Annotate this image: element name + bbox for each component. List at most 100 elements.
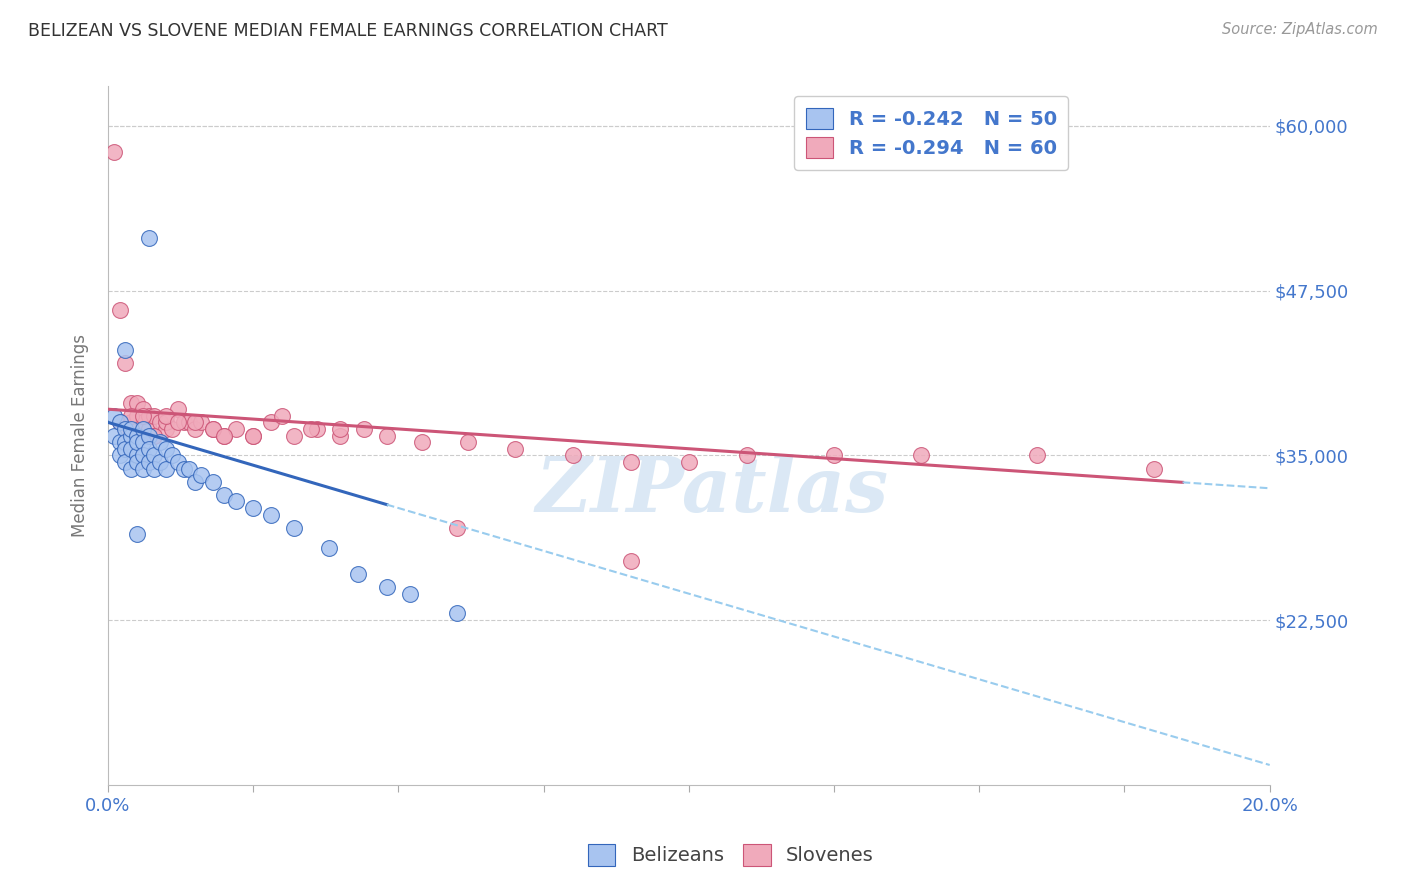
Point bbox=[155, 422, 177, 436]
Point bbox=[114, 442, 136, 456]
Point bbox=[143, 448, 166, 462]
Point bbox=[620, 455, 643, 469]
Point bbox=[114, 422, 136, 436]
Point bbox=[242, 428, 264, 442]
Point bbox=[346, 566, 368, 581]
Point bbox=[103, 409, 125, 423]
Point bbox=[120, 409, 142, 423]
Point bbox=[179, 416, 201, 430]
Point bbox=[120, 422, 142, 436]
Point bbox=[457, 435, 479, 450]
Point bbox=[120, 395, 142, 409]
Point bbox=[125, 455, 148, 469]
Point bbox=[138, 422, 160, 436]
Point bbox=[375, 428, 398, 442]
Point bbox=[155, 442, 177, 456]
Y-axis label: Median Female Earnings: Median Female Earnings bbox=[72, 334, 89, 537]
Point bbox=[120, 442, 142, 456]
Point bbox=[201, 422, 224, 436]
Point bbox=[138, 455, 160, 469]
Point bbox=[212, 428, 235, 442]
Point bbox=[179, 461, 201, 475]
Point bbox=[225, 494, 247, 508]
Point bbox=[1026, 448, 1049, 462]
Text: BELIZEAN VS SLOVENE MEDIAN FEMALE EARNINGS CORRELATION CHART: BELIZEAN VS SLOVENE MEDIAN FEMALE EARNIN… bbox=[28, 22, 668, 40]
Point bbox=[120, 461, 142, 475]
Point bbox=[125, 448, 148, 462]
Point bbox=[283, 521, 305, 535]
Point bbox=[120, 428, 142, 442]
Point bbox=[138, 442, 160, 456]
Point bbox=[143, 409, 166, 423]
Point bbox=[1142, 461, 1164, 475]
Point bbox=[259, 416, 281, 430]
Point bbox=[125, 428, 148, 442]
Point bbox=[138, 428, 160, 442]
Point bbox=[259, 508, 281, 522]
Point bbox=[166, 416, 188, 430]
Point bbox=[132, 448, 155, 462]
Point bbox=[138, 409, 160, 423]
Point bbox=[503, 442, 526, 456]
Point bbox=[114, 435, 136, 450]
Point bbox=[160, 422, 183, 436]
Text: ZIPatlas: ZIPatlas bbox=[536, 454, 889, 528]
Point bbox=[225, 422, 247, 436]
Point bbox=[108, 416, 131, 430]
Point bbox=[114, 343, 136, 357]
Point bbox=[299, 422, 322, 436]
Point bbox=[620, 554, 643, 568]
Point bbox=[446, 521, 468, 535]
Point bbox=[190, 416, 212, 430]
Point bbox=[166, 455, 188, 469]
Point bbox=[561, 448, 583, 462]
Point bbox=[411, 435, 433, 450]
Point bbox=[132, 461, 155, 475]
Point bbox=[184, 416, 207, 430]
Point bbox=[242, 428, 264, 442]
Point bbox=[132, 422, 155, 436]
Point bbox=[375, 580, 398, 594]
Point bbox=[103, 428, 125, 442]
Point bbox=[108, 416, 131, 430]
Point bbox=[120, 416, 142, 430]
Point bbox=[184, 475, 207, 489]
Point bbox=[242, 501, 264, 516]
Point bbox=[125, 527, 148, 541]
Point bbox=[201, 475, 224, 489]
Point bbox=[271, 409, 294, 423]
Point bbox=[446, 607, 468, 621]
Point bbox=[283, 428, 305, 442]
Point bbox=[307, 422, 329, 436]
Point bbox=[212, 428, 235, 442]
Point bbox=[143, 428, 166, 442]
Point bbox=[149, 416, 172, 430]
Point bbox=[190, 468, 212, 483]
Point bbox=[108, 448, 131, 462]
Point bbox=[108, 303, 131, 318]
Point bbox=[910, 448, 932, 462]
Legend: Belizeans, Slovenes: Belizeans, Slovenes bbox=[581, 837, 882, 873]
Point bbox=[114, 356, 136, 370]
Point bbox=[125, 395, 148, 409]
Point bbox=[149, 455, 172, 469]
Point bbox=[132, 416, 155, 430]
Point bbox=[212, 488, 235, 502]
Point bbox=[155, 461, 177, 475]
Point bbox=[114, 422, 136, 436]
Point bbox=[166, 402, 188, 417]
Point bbox=[103, 145, 125, 160]
Point bbox=[678, 455, 700, 469]
Point bbox=[132, 435, 155, 450]
Point bbox=[138, 231, 160, 245]
Text: Source: ZipAtlas.com: Source: ZipAtlas.com bbox=[1222, 22, 1378, 37]
Point bbox=[173, 461, 195, 475]
Point bbox=[173, 416, 195, 430]
Point bbox=[108, 435, 131, 450]
Point bbox=[155, 416, 177, 430]
Point bbox=[132, 409, 155, 423]
Point bbox=[318, 541, 340, 555]
Point bbox=[125, 409, 148, 423]
Point bbox=[114, 455, 136, 469]
Legend: R = -0.242   N = 50, R = -0.294   N = 60: R = -0.242 N = 50, R = -0.294 N = 60 bbox=[794, 96, 1069, 169]
